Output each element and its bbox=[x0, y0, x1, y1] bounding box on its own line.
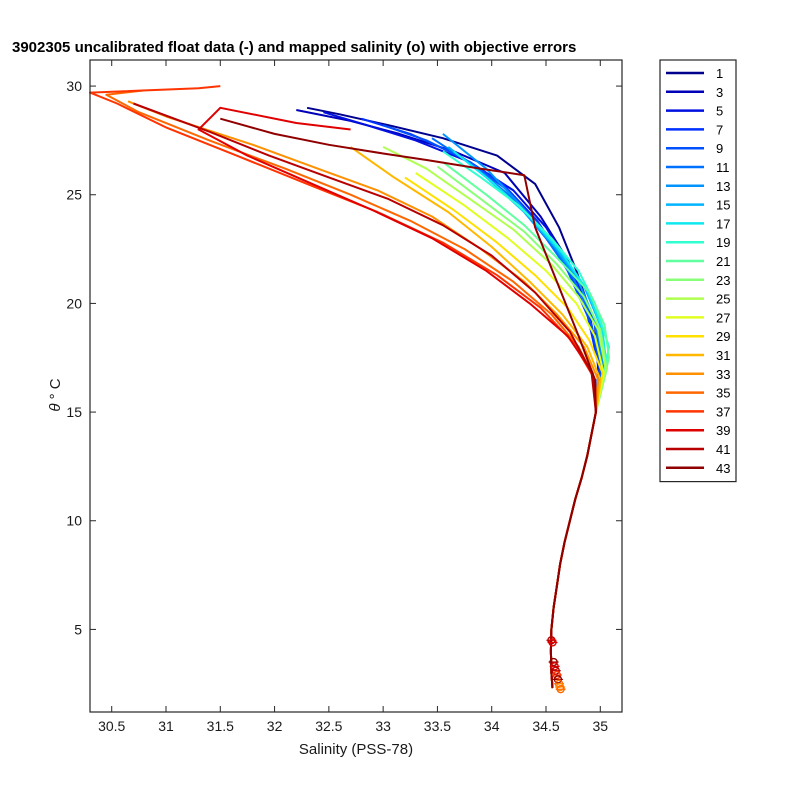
legend-label: 41 bbox=[716, 442, 730, 457]
y-tick-label: 25 bbox=[66, 187, 82, 203]
x-tick-label: 33 bbox=[375, 718, 391, 734]
chart-title: 3902305 uncalibrated float data (-) and … bbox=[12, 39, 576, 56]
legend-item: 37 bbox=[666, 404, 730, 419]
legend-item: 29 bbox=[666, 329, 730, 344]
legend-label: 39 bbox=[716, 423, 730, 438]
x-tick-label: 34 bbox=[484, 718, 500, 734]
plot-area bbox=[89, 59, 623, 713]
mapped-point bbox=[551, 670, 562, 680]
legend-item: 9 bbox=[666, 141, 723, 156]
legend-label: 19 bbox=[716, 235, 730, 250]
legend-item: 41 bbox=[666, 442, 730, 457]
y-axis: 5 10 15 20 25 30 bbox=[66, 78, 622, 637]
legend-label: 3 bbox=[716, 85, 723, 100]
legend-item: 3 bbox=[666, 85, 723, 100]
x-tick-label: 31.5 bbox=[207, 718, 234, 734]
legend-label: 33 bbox=[716, 367, 730, 382]
legend-item: 35 bbox=[666, 386, 730, 401]
mapped-point bbox=[552, 675, 563, 684]
x-tick-label: 32.5 bbox=[315, 718, 342, 734]
x-tick-label: 33.5 bbox=[424, 718, 451, 734]
plot-background bbox=[90, 60, 622, 712]
y-tick-label: 15 bbox=[66, 404, 82, 420]
legend-label: 11 bbox=[716, 160, 730, 175]
legend-label: 7 bbox=[716, 122, 723, 137]
legend-item: 19 bbox=[666, 235, 730, 250]
legend-item: 21 bbox=[666, 254, 730, 269]
y-axis-label: θ ° C bbox=[47, 378, 64, 411]
y-tick-label: 10 bbox=[66, 513, 82, 529]
legend-item: 7 bbox=[666, 122, 723, 137]
legend-label: 29 bbox=[716, 329, 730, 344]
legend-label: 13 bbox=[716, 179, 730, 194]
legend-label: 15 bbox=[716, 198, 730, 213]
mapped-point bbox=[549, 662, 560, 671]
legend-item: 43 bbox=[666, 461, 730, 476]
legend-item: 23 bbox=[666, 273, 730, 288]
legend-item: 5 bbox=[666, 104, 723, 119]
mapped-point bbox=[555, 684, 566, 694]
legend-item: 15 bbox=[666, 198, 730, 213]
legend-item: 27 bbox=[666, 310, 730, 325]
y-tick-label: 20 bbox=[66, 295, 82, 311]
legend-item: 13 bbox=[666, 179, 730, 194]
x-tick-label: 32 bbox=[267, 718, 283, 734]
legend-label: 37 bbox=[716, 404, 730, 419]
x-tick-label: 30.5 bbox=[98, 718, 125, 734]
x-tick-label: 34.5 bbox=[532, 718, 559, 734]
y-axis-label-unit: ° C bbox=[47, 378, 64, 399]
mapped-point bbox=[548, 657, 559, 667]
series-line-43 bbox=[220, 117, 597, 689]
legend-item: 31 bbox=[666, 348, 730, 363]
y-tick-label: 30 bbox=[66, 78, 82, 94]
legend-label: 27 bbox=[716, 310, 730, 325]
legend-label: 23 bbox=[716, 273, 730, 288]
y-tick-label: 5 bbox=[74, 621, 82, 637]
legend-item: 33 bbox=[666, 367, 730, 382]
mapped-point bbox=[550, 666, 561, 675]
legend-label: 9 bbox=[716, 141, 723, 156]
legend-item: 11 bbox=[666, 160, 730, 175]
legend-item: 25 bbox=[666, 292, 730, 307]
legend-item: 39 bbox=[666, 423, 730, 438]
legend-label: 31 bbox=[716, 348, 730, 363]
x-axis: 30.5 31 31.5 32 32.5 33 33.5 34 34.5 35 bbox=[98, 60, 608, 734]
plot-frame bbox=[89, 59, 623, 713]
x-tick-label: 35 bbox=[592, 718, 608, 734]
legend-label: 35 bbox=[716, 386, 730, 401]
legend-item: 17 bbox=[666, 216, 730, 231]
legend-label: 1 bbox=[716, 66, 723, 81]
y-axis-label-symbol: θ bbox=[47, 403, 64, 411]
x-tick-label: 31 bbox=[158, 718, 174, 734]
legend-label: 17 bbox=[716, 216, 730, 231]
legend-label: 5 bbox=[716, 104, 723, 119]
legend-label: 25 bbox=[716, 292, 730, 307]
mapped-point bbox=[547, 638, 558, 647]
legend-label: 21 bbox=[716, 254, 730, 269]
legend-item: 1 bbox=[666, 66, 723, 81]
legend-label: 43 bbox=[716, 461, 730, 476]
x-axis-label: Salinity (PSS-78) bbox=[299, 741, 413, 758]
